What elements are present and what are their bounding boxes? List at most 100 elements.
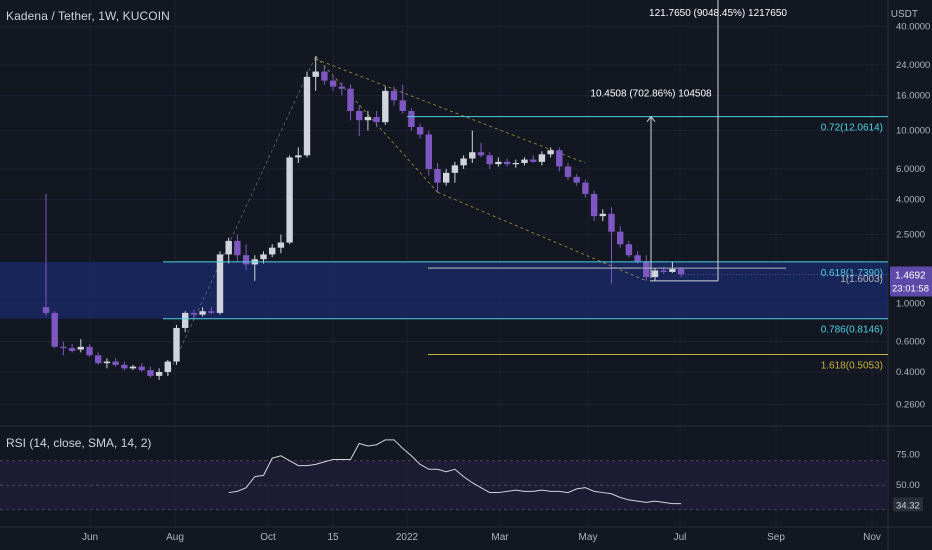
candle-body (408, 111, 415, 128)
candle-body (564, 166, 572, 177)
current-price-badge (890, 266, 932, 297)
candle-body (347, 88, 354, 112)
price-unit: USDT (890, 9, 918, 20)
candle-body (51, 312, 58, 347)
candle-body (121, 364, 128, 369)
candle-body (68, 348, 76, 351)
y-tick-label: 16.0000 (896, 90, 930, 101)
y-tick-label: 0.4000 (896, 367, 925, 378)
candle-body (382, 90, 389, 123)
candle-body (216, 254, 224, 313)
candle-body (451, 165, 459, 173)
candle-body (477, 152, 485, 156)
candle-body (234, 240, 241, 256)
candle-body (582, 182, 589, 194)
x-tick-label: Nov (863, 532, 881, 543)
measurements: 121.7650 (9048.45%) 1217650 10.4508 (702.… (590, 0, 787, 282)
trend-guide (167, 56, 317, 377)
time-axis[interactable]: Jun Aug Oct 15 2022 Mar May Jul Sep Nov (82, 532, 881, 543)
candle-body (547, 150, 554, 155)
candle-body (660, 270, 667, 272)
candle-body (460, 158, 467, 166)
candle-body (538, 154, 546, 162)
countdown-label: 23:01:58 (892, 283, 929, 294)
candle-body (434, 168, 441, 183)
candle-body (677, 269, 685, 275)
candle-body (112, 361, 119, 365)
x-tick-label: Oct (260, 532, 276, 543)
symbol-title: Kadena / Tether, 1W, KUCOIN (6, 9, 170, 23)
y-tick-label: 2.5000 (896, 230, 925, 241)
rsi-tick-label: 75.00 (896, 450, 920, 461)
candle-body (173, 327, 180, 362)
y-tick-label: 1.0000 (896, 298, 925, 309)
fib-label-0.786: 0.786(0.8146) (821, 325, 883, 336)
x-tick-label: Jul (674, 532, 687, 543)
support-zone (0, 261, 888, 319)
candle-body (138, 366, 145, 371)
x-tick-label: Aug (166, 532, 184, 543)
y-tick-label: 10.0000 (896, 126, 930, 137)
candle-body (364, 117, 372, 121)
candle-body (95, 355, 102, 364)
candle-body (425, 134, 432, 169)
fib-label-0.72: 0.72(12.0614) (821, 123, 883, 134)
candle-body (651, 270, 659, 278)
candle-body (521, 159, 528, 163)
candles (42, 56, 685, 380)
candle-body (129, 366, 137, 369)
candle-body (303, 76, 311, 156)
candle-body (356, 111, 363, 121)
candle-body (608, 213, 615, 232)
candle-body (643, 261, 650, 278)
candle-body (495, 161, 502, 165)
candle-body (373, 117, 380, 123)
measure-arrow-small (646, 115, 656, 122)
candle-body (573, 176, 580, 183)
measure-label-small: 10.4508 (702.86%) 104508 (590, 89, 712, 100)
x-tick-label: 2022 (396, 532, 419, 543)
fib-levels: 0.72(12.0614) 0.618(1.7390)1(1.6003) 0.786… (163, 116, 888, 372)
candle-body (295, 155, 302, 158)
candle-body (190, 312, 198, 315)
candle-body (225, 240, 232, 255)
candle-body (277, 242, 285, 248)
candle-body (634, 255, 641, 262)
x-tick-label: Sep (767, 532, 785, 543)
candle-body (669, 269, 676, 272)
candle-body (338, 86, 345, 89)
candle-body (60, 346, 67, 349)
rsi-value-label: 34.32 (896, 500, 920, 511)
candle-body (312, 71, 319, 77)
candle-body (443, 172, 450, 183)
candle-body (486, 155, 493, 165)
fib-label-1: 1(1.6003) (840, 274, 883, 285)
candle-body (269, 247, 276, 255)
candle-body (260, 254, 267, 260)
price-axis[interactable]: 40.0000 24.0000 16.0000 10.0000 6.0000 4.0000… (890, 22, 932, 411)
y-tick-label: 4.0000 (896, 194, 925, 205)
candle-body (416, 127, 424, 135)
x-tick-label: 15 (327, 532, 339, 543)
y-tick-label: 0.6000 (896, 337, 925, 348)
candle-body (556, 150, 563, 167)
x-tick-label: Mar (491, 532, 509, 543)
candle-body (86, 346, 93, 356)
candle-body (599, 213, 606, 217)
current-price-label: 1.4692 (895, 270, 926, 281)
candle-body (77, 346, 84, 350)
candle-body (286, 157, 293, 243)
x-tick-label: May (579, 532, 598, 543)
zone-rect (0, 261, 888, 319)
candle-body (399, 100, 406, 112)
rsi-value-badge (893, 497, 923, 512)
y-tick-label: 6.0000 (896, 164, 925, 175)
y-tick-label: 40.0000 (896, 22, 930, 33)
rsi-pane: 75.00 50.00 34.32 (0, 439, 923, 512)
candle-body (208, 311, 215, 313)
candle-body (155, 372, 163, 376)
x-tick-label: Jun (82, 532, 98, 543)
candle-body (530, 159, 537, 162)
candle-body (147, 370, 154, 376)
